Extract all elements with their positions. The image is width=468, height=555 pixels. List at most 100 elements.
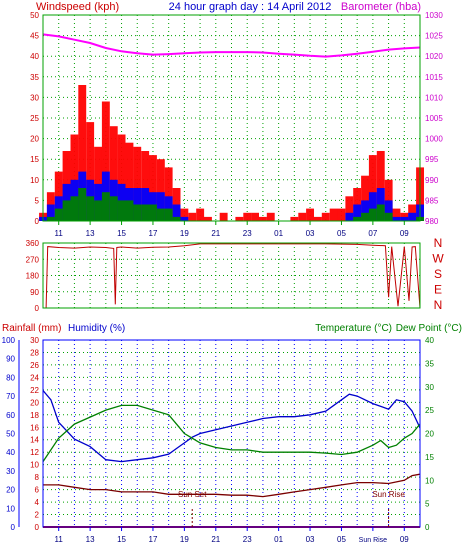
windspeed-tick-label: 40 — [30, 52, 39, 61]
rainfall-tick-label: 10 — [30, 461, 39, 470]
barometer-tick-label: 1005 — [425, 114, 443, 123]
barometer-line — [42, 33, 421, 58]
barometer-tick-label: 1000 — [425, 135, 443, 144]
rainfall-tick-label: 12 — [30, 448, 39, 457]
temperature-tick-label: 30 — [425, 383, 434, 392]
wind-bar — [54, 208, 63, 221]
climate-time-tick-label: 15 — [117, 535, 126, 544]
wind-bar — [172, 216, 181, 221]
compass-label: N — [434, 236, 443, 250]
wind-bar — [361, 175, 369, 221]
humidity-tick-label: 50 — [6, 430, 15, 439]
climate-plot-frame — [42, 339, 421, 528]
wind-bar — [243, 212, 252, 221]
barometer-label: Barometer (hba) — [341, 1, 421, 13]
wind-bar — [196, 208, 205, 221]
humidity-tick-label: 60 — [6, 411, 15, 420]
wind-bar — [78, 188, 87, 221]
wind-grid — [43, 15, 420, 221]
wind-bar — [101, 101, 110, 221]
climate-time-tick-label: 11 — [55, 535, 64, 544]
wind-bar — [392, 216, 401, 221]
direction-tick-label: 360 — [26, 239, 40, 248]
rainfall-tick-label: 30 — [30, 336, 39, 345]
humidity-label: Humidity (%) — [68, 323, 125, 334]
wind-bar — [172, 204, 181, 221]
wind-bar — [368, 155, 377, 221]
wind-bar — [321, 212, 330, 221]
climate-time-tick-label: 21 — [211, 535, 220, 544]
rainfall-tick-label: 0 — [35, 523, 40, 532]
rainfall-tick-label: 22 — [30, 386, 39, 395]
rainfall-tick-label: 2 — [35, 511, 40, 520]
climate-time-tick-label: 03 — [306, 535, 315, 544]
temperature-line — [42, 404, 421, 462]
wind-bar — [94, 200, 102, 221]
rainfall-tick-label: 18 — [30, 411, 39, 420]
temperature-tick-label: 10 — [425, 476, 434, 485]
barometer-tick-label: 1030 — [425, 11, 443, 20]
climate-panel: Rainfall (mm) Humidity (%) Temperature (… — [2, 323, 462, 544]
wind-bar — [408, 204, 417, 221]
rainfall-tick-label: 8 — [35, 473, 40, 482]
sun-annotation-label: Sun Rise — [372, 490, 405, 499]
compass-label: W — [432, 252, 444, 266]
wind-bar — [86, 122, 95, 221]
humidity-tick-label: 0 — [11, 523, 16, 532]
windspeed-tick-label: 50 — [30, 11, 39, 20]
wind-time-tick-label: 19 — [180, 229, 189, 238]
barometer-tick-label: 1020 — [425, 52, 443, 61]
barometer-tick-label: 1015 — [425, 73, 443, 82]
wind-bar — [368, 208, 377, 221]
dew-point-line — [43, 473, 421, 498]
wind-time-tick-label: 01 — [274, 229, 283, 238]
wind-bar — [149, 155, 157, 221]
rainfall-tick-label: 24 — [30, 373, 39, 382]
wind-bar — [204, 216, 212, 221]
wind-bar — [353, 204, 362, 221]
direction-tick-label: 270 — [26, 255, 40, 264]
wind-bar — [62, 200, 71, 221]
barometer-tick-label: 985 — [425, 196, 439, 205]
wind-bar — [180, 208, 189, 221]
barometer-tick-label: 990 — [425, 176, 439, 185]
humidity-tick-label: 30 — [6, 467, 15, 476]
wind-bar — [376, 151, 385, 221]
temperature-tick-label: 5 — [425, 500, 430, 509]
direction-series — [43, 243, 421, 309]
rainfall-tick-label: 26 — [30, 361, 39, 370]
wind-time-tick-label: 07 — [368, 229, 377, 238]
wind-bar — [361, 200, 369, 221]
windspeed-tick-label: 20 — [30, 135, 39, 144]
wind-bar — [408, 212, 417, 221]
temperature-label: Temperature (°C) — [315, 323, 392, 334]
barometer-tick-label: 1010 — [425, 93, 443, 102]
rainfall-tick-label: 28 — [30, 348, 39, 357]
dewpoint-label: Dew Point (°C) — [396, 323, 462, 334]
wind-bar — [392, 208, 401, 221]
compass-label: S — [434, 267, 442, 281]
barometer-tick-label: 1025 — [425, 32, 443, 41]
temperature-tick-label: 40 — [425, 336, 434, 345]
rainfall-tick-label: 20 — [30, 398, 39, 407]
rainfall-label: Rainfall (mm) — [2, 323, 61, 334]
wind-bar — [156, 159, 165, 221]
temperature-tick-label: 25 — [425, 406, 434, 415]
barometer-tick-label: 995 — [425, 155, 439, 164]
wind-bar — [251, 212, 259, 221]
wind-time-tick-label: 21 — [211, 229, 220, 238]
direction-tick-label: 90 — [30, 288, 39, 297]
windspeed-tick-label: 45 — [30, 32, 39, 41]
wind-bar — [156, 208, 165, 221]
wind-bar — [314, 216, 322, 221]
rainfall-tick-label: 6 — [35, 486, 40, 495]
wind-bar — [117, 200, 126, 221]
wind-bar — [117, 134, 126, 221]
wind-bar — [149, 204, 157, 221]
wind-bar — [345, 212, 354, 221]
wind-bar — [164, 208, 173, 221]
temperature-axis: 0 5 10 15 20 25 30 35 40 — [425, 336, 434, 532]
wind-bar — [345, 196, 354, 221]
